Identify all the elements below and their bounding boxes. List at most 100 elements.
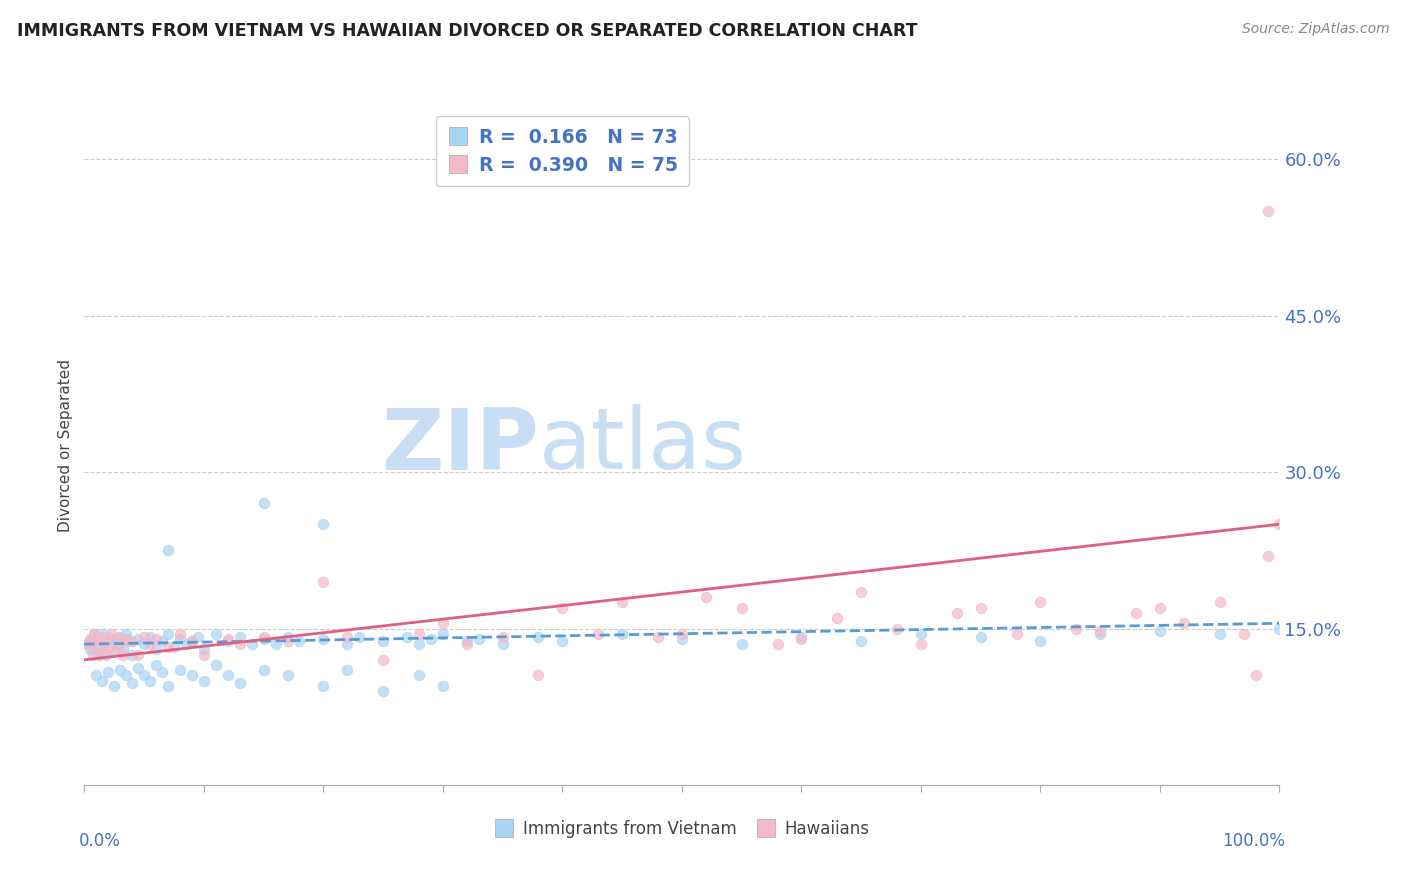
Point	[277, 668, 299, 682]
Point	[132, 637, 156, 651]
Point	[169, 663, 191, 677]
Text: 100.0%: 100.0%	[1222, 832, 1285, 850]
Point	[91, 673, 114, 688]
Point	[408, 668, 430, 682]
Point	[551, 600, 574, 615]
Point	[103, 642, 125, 657]
Point	[83, 626, 105, 640]
Point	[277, 630, 299, 644]
Point	[79, 632, 101, 646]
Point	[910, 626, 932, 640]
Point	[193, 642, 215, 657]
Point	[174, 637, 197, 651]
Point	[432, 626, 454, 640]
Point	[1125, 606, 1147, 620]
Point	[121, 648, 143, 662]
Point	[1066, 622, 1088, 636]
Point	[1173, 616, 1195, 631]
Point	[492, 630, 515, 644]
Point	[150, 634, 173, 648]
Point	[157, 640, 180, 655]
Point	[139, 673, 162, 688]
Point	[111, 648, 134, 662]
Point	[79, 642, 101, 657]
Point	[277, 634, 299, 648]
Point	[229, 630, 252, 644]
Point	[1029, 634, 1052, 648]
Point	[1233, 626, 1256, 640]
Point	[229, 637, 252, 651]
Point	[89, 632, 111, 646]
Text: ZIP: ZIP	[381, 404, 538, 488]
Point	[217, 668, 239, 682]
Point	[527, 668, 550, 682]
Point	[84, 634, 107, 648]
Point	[115, 632, 138, 646]
Point	[101, 632, 124, 646]
Point	[420, 632, 443, 646]
Point	[97, 630, 120, 644]
Point	[83, 626, 105, 640]
Point	[766, 637, 789, 651]
Point	[336, 630, 359, 644]
Point	[145, 632, 167, 646]
Point	[970, 600, 993, 615]
Point	[127, 648, 149, 662]
Point	[288, 634, 311, 648]
Point	[86, 668, 108, 682]
Point	[468, 632, 491, 646]
Point	[205, 626, 228, 640]
Point	[1149, 624, 1171, 638]
Point	[193, 673, 215, 688]
Point	[86, 630, 108, 644]
Point	[169, 626, 191, 640]
Point	[90, 637, 112, 651]
Point	[264, 637, 287, 651]
Point	[1244, 668, 1267, 682]
Point	[612, 626, 634, 640]
Point	[408, 626, 430, 640]
Point	[121, 634, 143, 648]
Point	[121, 675, 143, 690]
Point	[217, 634, 239, 648]
Point	[115, 668, 138, 682]
Y-axis label: Divorced or Separated: Divorced or Separated	[58, 359, 73, 533]
Point	[104, 644, 127, 658]
Point	[1268, 622, 1291, 636]
Point	[373, 634, 395, 648]
Point	[312, 632, 335, 646]
Text: atlas: atlas	[538, 404, 747, 488]
Point	[217, 632, 239, 646]
Point	[349, 630, 371, 644]
Point	[612, 595, 634, 609]
Point	[827, 611, 849, 625]
Point	[90, 630, 112, 644]
Point	[139, 630, 162, 644]
Point	[127, 661, 149, 675]
Point	[790, 632, 813, 646]
Point	[1209, 595, 1232, 609]
Text: IMMIGRANTS FROM VIETNAM VS HAWAIIAN DIVORCED OR SEPARATED CORRELATION CHART: IMMIGRANTS FROM VIETNAM VS HAWAIIAN DIVO…	[17, 22, 917, 40]
Point	[111, 642, 134, 657]
Point	[851, 634, 873, 648]
Point	[1090, 626, 1112, 640]
Point	[1257, 549, 1279, 563]
Point	[886, 622, 908, 636]
Point	[647, 630, 669, 644]
Point	[94, 632, 117, 646]
Point	[229, 675, 252, 690]
Point	[205, 658, 228, 673]
Point	[100, 637, 122, 651]
Point	[110, 630, 132, 644]
Point	[181, 668, 204, 682]
Point	[240, 637, 263, 651]
Point	[731, 637, 754, 651]
Point	[851, 585, 873, 599]
Point	[527, 630, 550, 644]
Point	[86, 634, 108, 648]
Point	[373, 684, 395, 698]
Point	[87, 644, 110, 658]
Point	[432, 616, 454, 631]
Point	[492, 637, 515, 651]
Point	[132, 668, 156, 682]
